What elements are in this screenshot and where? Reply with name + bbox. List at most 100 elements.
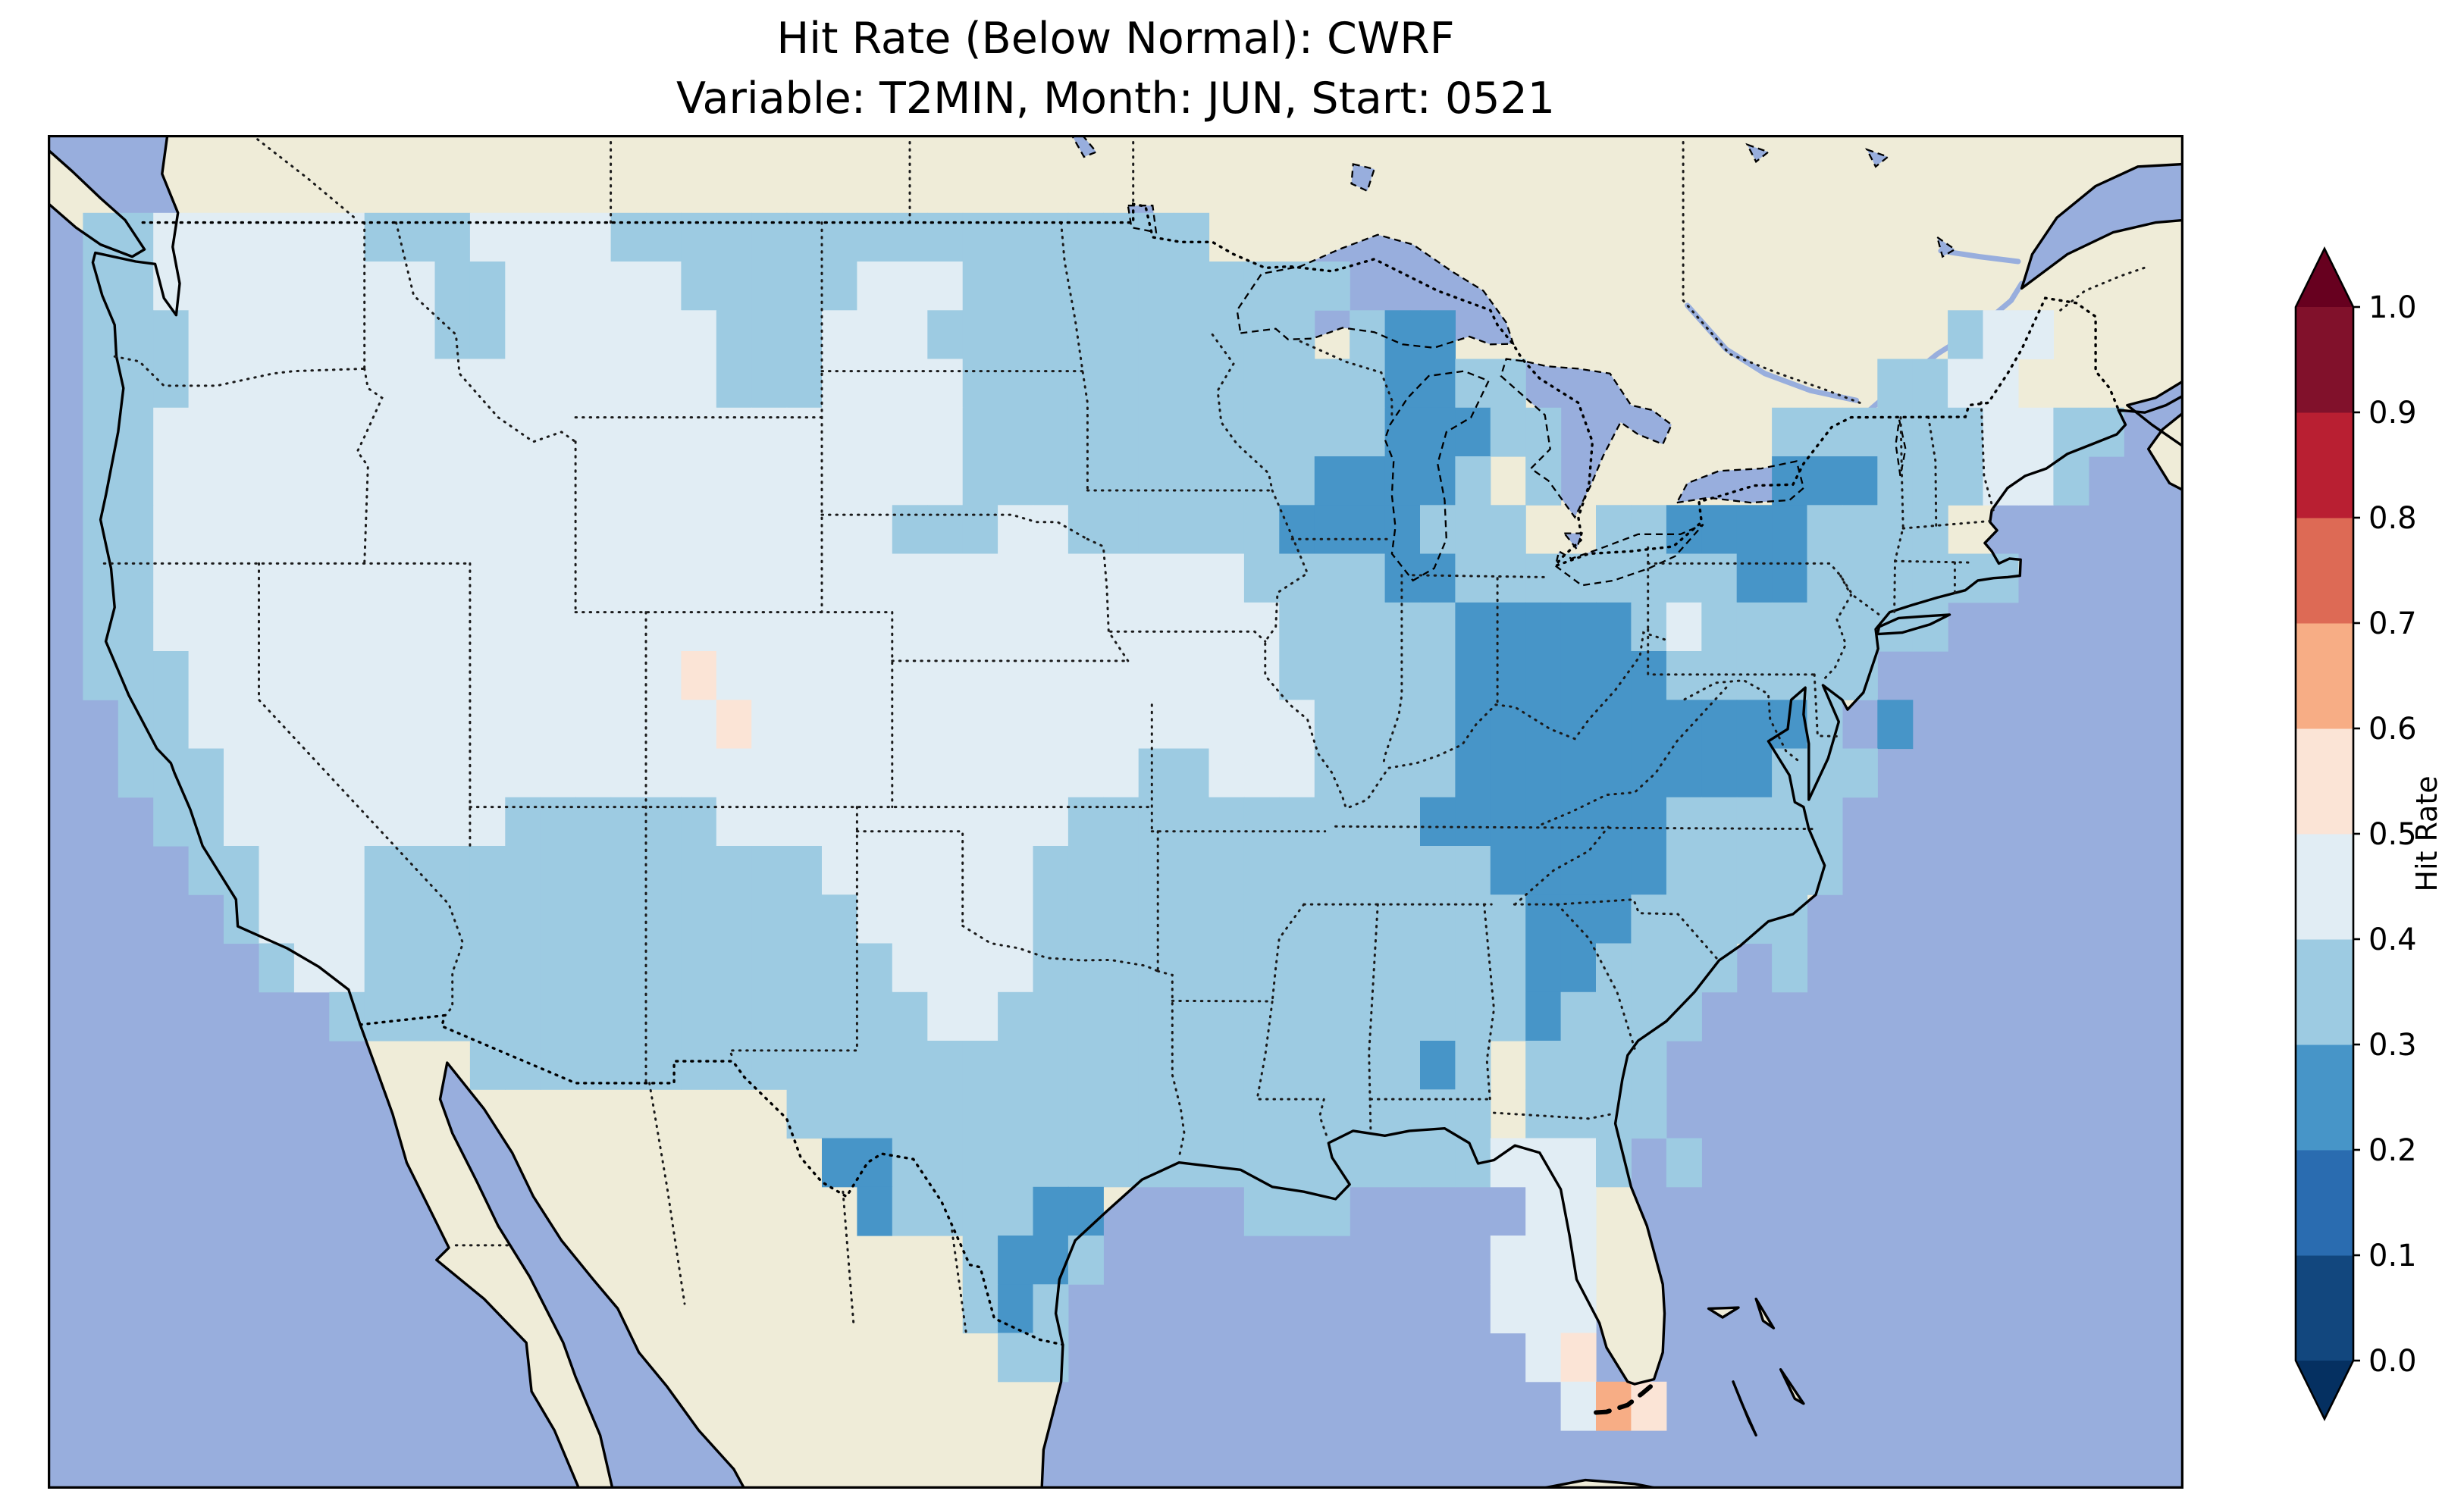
heatmap-cell: [1314, 846, 1350, 895]
state-border: [395, 221, 577, 443]
heatmap-cell: [927, 748, 964, 798]
heatmap-cell: [153, 262, 190, 311]
heatmap-cell: [962, 991, 998, 1041]
heatmap-cell: [1736, 505, 1773, 555]
heatmap-cell: [1596, 651, 1632, 700]
heatmap-cell: [540, 602, 576, 652]
heatmap-cell: [927, 310, 964, 360]
heatmap-cell: [1420, 456, 1456, 506]
heatmap-cell: [1103, 262, 1140, 311]
heatmap-cell: [857, 212, 893, 262]
country-border: [141, 202, 2120, 569]
heatmap-cell: [293, 894, 330, 944]
heatmap-cell: [1138, 943, 1174, 993]
heatmap-cell: [575, 553, 612, 603]
heatmap-cell: [1490, 553, 1526, 603]
heatmap-cell: [1384, 1138, 1421, 1188]
heatmap-cell: [1631, 797, 1667, 847]
heatmap-cell: [1560, 1138, 1597, 1188]
heatmap-cell: [434, 505, 471, 555]
heatmap-cell: [469, 212, 506, 262]
heatmap-cell: [575, 797, 612, 847]
heatmap-cell: [118, 407, 154, 457]
heatmap-cell: [962, 407, 998, 457]
heatmap-cell: [153, 310, 190, 360]
colorbar-segment: [2296, 939, 2353, 1045]
heatmap-cell: [1314, 991, 1350, 1041]
heatmap-cell: [1243, 991, 1280, 1041]
heatmap-cell: [1560, 1186, 1597, 1236]
heatmap-cell: [1350, 602, 1386, 652]
heatmap-cell: [962, 1138, 998, 1188]
heatmap-cell: [610, 505, 647, 555]
heatmap-cell: [1596, 602, 1632, 652]
heatmap-cell: [1455, 1089, 1491, 1139]
heatmap-cell: [1208, 748, 1245, 798]
heatmap-cell: [681, 894, 717, 944]
heatmap-cell: [188, 748, 224, 798]
heatmap-cell: [1948, 456, 1984, 506]
heatmap-cell: [998, 1333, 1034, 1383]
heatmap-cell: [434, 894, 471, 944]
heatmap-cell: [1033, 1138, 1069, 1188]
title-line-2: Variable: T2MIN, Month: JUN, Start: 0521: [676, 73, 1556, 124]
heatmap-cell: [505, 846, 541, 895]
heatmap-cell: [1384, 748, 1421, 798]
heatmap-cell: [1525, 991, 1562, 1041]
state-border: [961, 924, 1159, 973]
map-frame: [48, 135, 2183, 1489]
heatmap-cell: [822, 651, 857, 700]
heatmap-cell: [118, 748, 154, 798]
heatmap-cell: [1067, 262, 1104, 311]
heatmap-cell: [998, 651, 1034, 700]
heatmap-cell: [681, 846, 717, 895]
heatmap-cell: [400, 553, 436, 603]
heatmap-cell: [1420, 943, 1456, 993]
heatmap-cell: [1560, 846, 1597, 895]
heatmap-cell: [434, 212, 471, 262]
heatmap-cell: [998, 991, 1034, 1041]
heatmap-cell: [1842, 505, 1878, 555]
heatmap-cell: [224, 797, 259, 847]
heatmap-cell: [1103, 310, 1140, 360]
heatmap-cell: [1067, 456, 1104, 506]
heatmap-cell: [1033, 505, 1069, 555]
heatmap-cell: [1208, 797, 1245, 847]
colorbar-segment: [2296, 623, 2353, 729]
heatmap-cell: [751, 1041, 788, 1090]
heatmap-cell: [681, 553, 717, 603]
heatmap-cell: [575, 943, 612, 993]
heatmap-cell: [259, 846, 295, 895]
heatmap-cell: [822, 602, 857, 652]
heatmap-cell: [400, 262, 436, 311]
heatmap-cell: [1701, 602, 1738, 652]
heatmap-cell: [1384, 1041, 1421, 1090]
heatmap-cell: [1455, 553, 1491, 603]
heatmap-cell: [153, 797, 190, 847]
state-border: [1556, 903, 1636, 1050]
heatmap-cell: [83, 359, 119, 409]
heatmap-cell: [786, 943, 823, 993]
state-border: [842, 1190, 855, 1325]
heatmap-cell: [892, 894, 928, 944]
heatmap-cell: [1490, 700, 1526, 750]
state-border: [1086, 537, 1130, 662]
heatmap-cell: [786, 505, 823, 555]
heatmap-cell: [293, 310, 330, 360]
heatmap-cell: [646, 310, 682, 360]
lake-outline: [1936, 235, 1957, 258]
lake: [1500, 359, 1672, 518]
heatmap-cell: [1033, 943, 1069, 993]
heatmap-cell: [259, 602, 295, 652]
heatmap-cell: [1525, 651, 1562, 700]
heatmap-cell: [1243, 602, 1280, 652]
heatmap-cell: [786, 846, 823, 895]
heatmap-cell: [1490, 894, 1526, 944]
heatmap-cell: [610, 456, 647, 506]
heatmap-cell: [1243, 1089, 1280, 1139]
heatmap-cell: [293, 943, 330, 993]
heatmap-cell: [434, 651, 471, 700]
heatmap-cell: [857, 262, 893, 311]
heatmap-cell: [751, 846, 788, 895]
heatmap-cell: [1350, 1041, 1386, 1090]
